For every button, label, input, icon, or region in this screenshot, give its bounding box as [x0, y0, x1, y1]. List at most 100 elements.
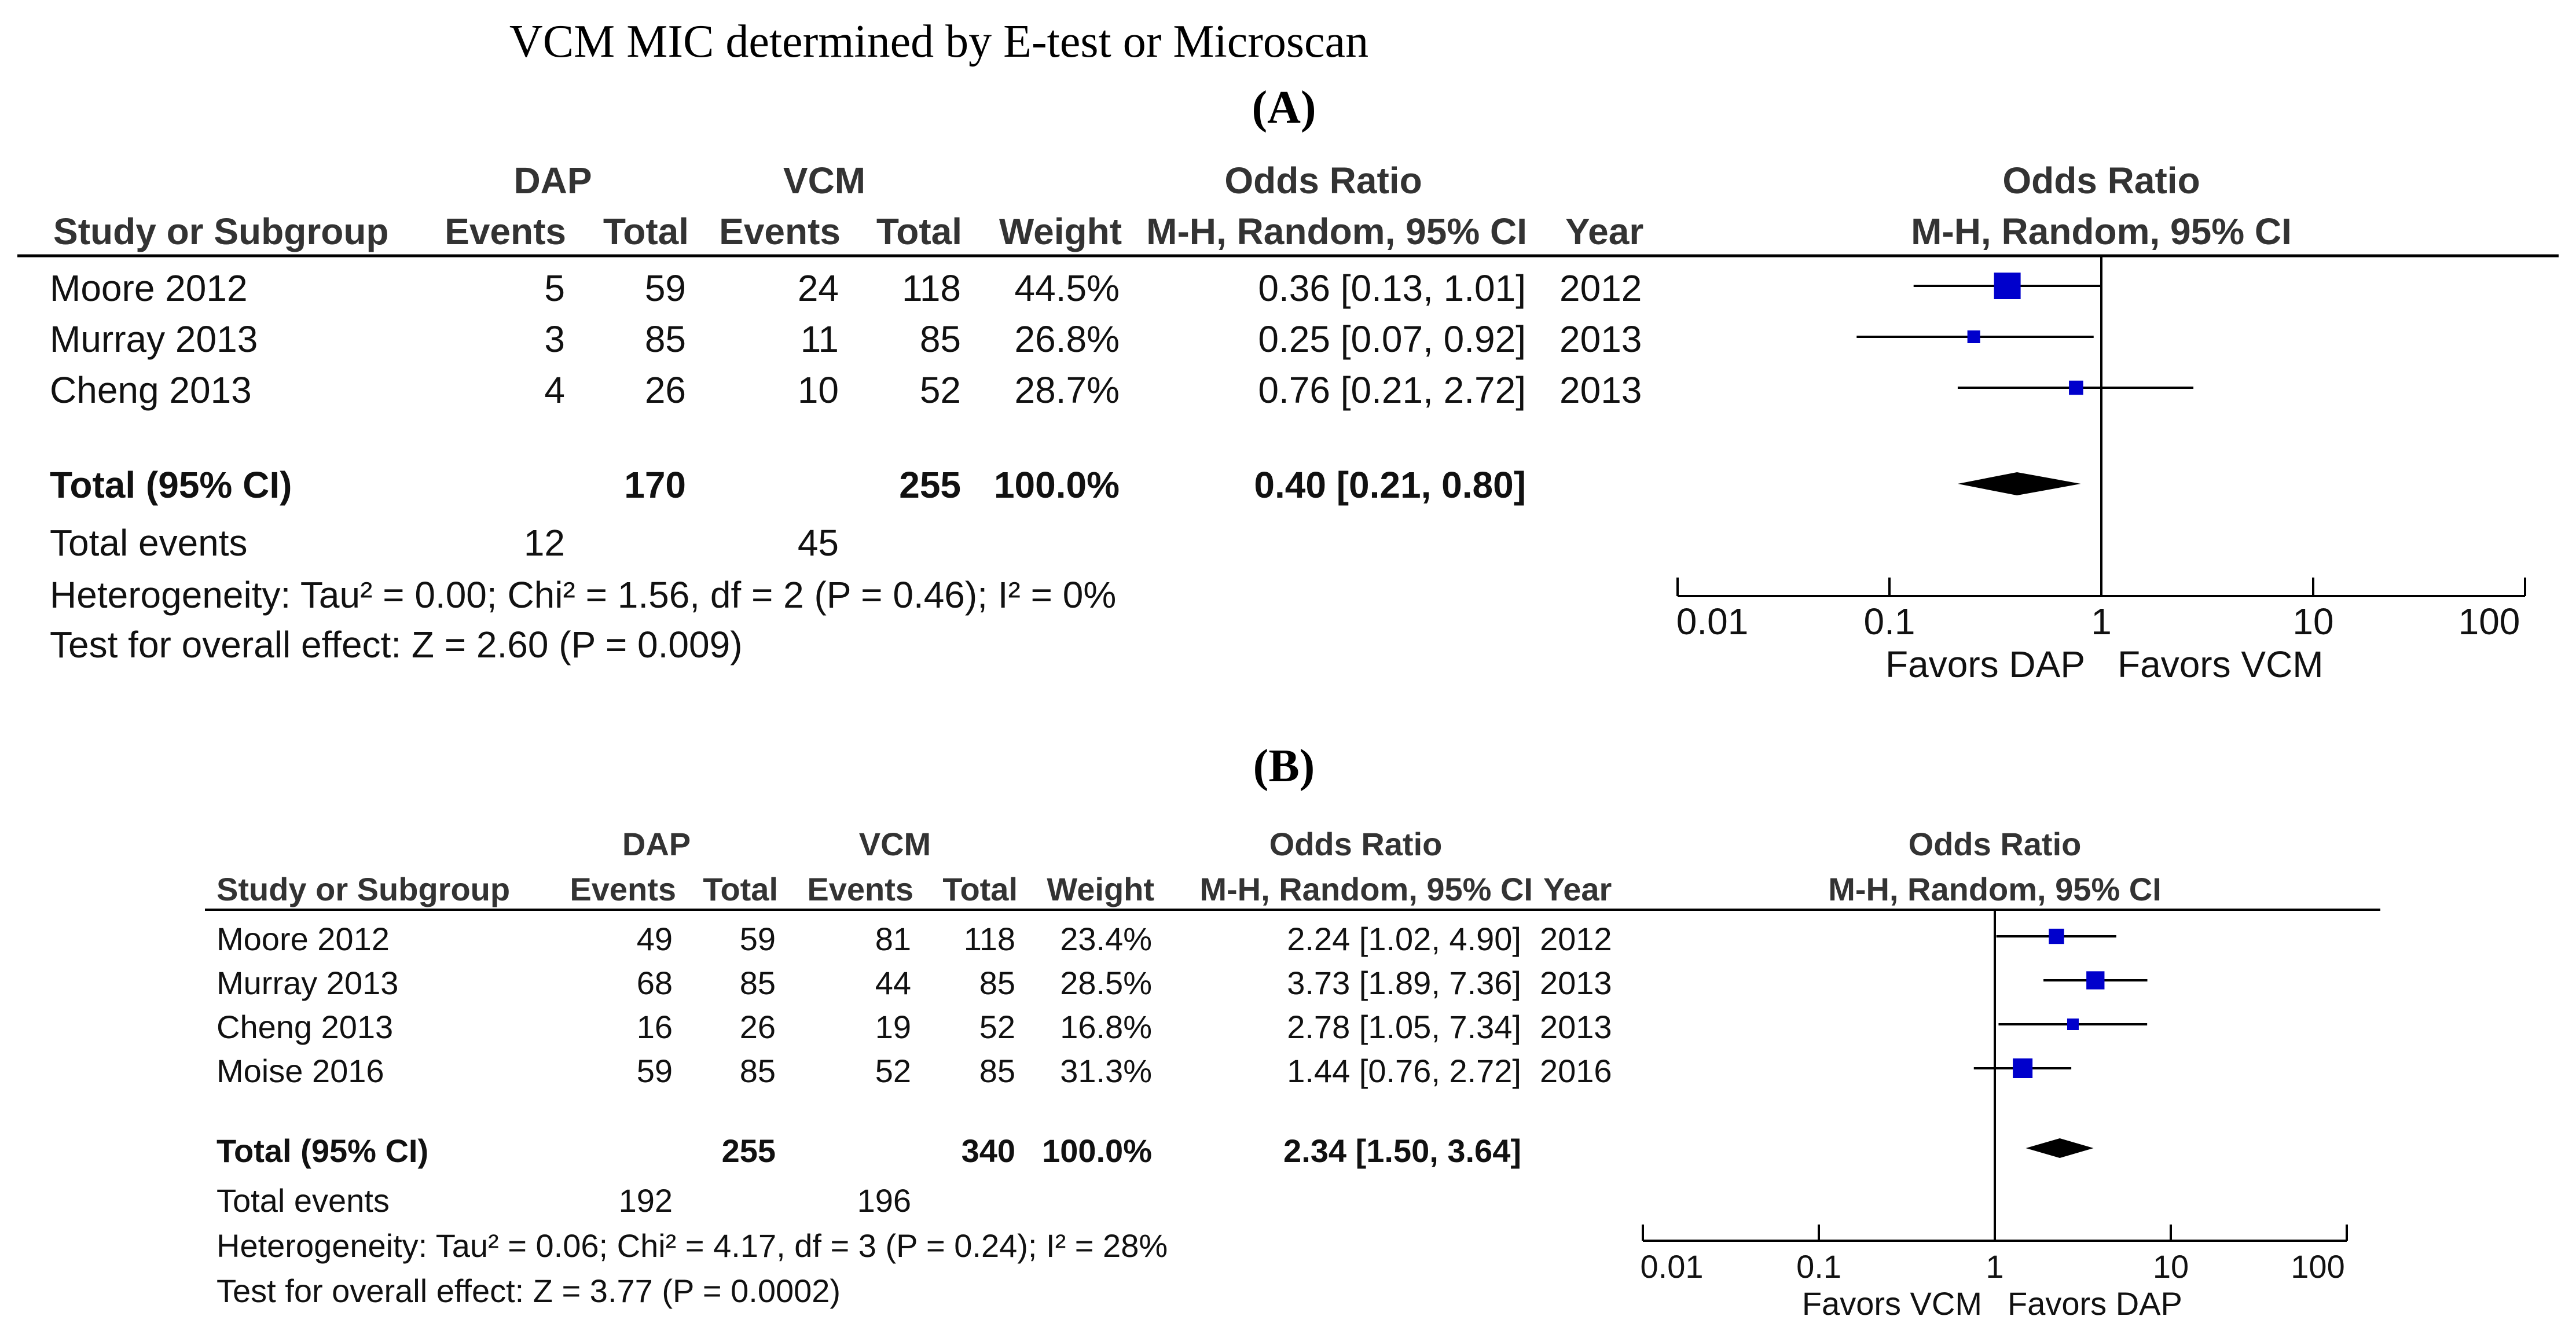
panel-a-col-year: Year — [1565, 211, 1643, 252]
dap-events: 3 — [544, 318, 565, 360]
or-ci: 2.24 [1.02, 4.90] — [1287, 921, 1521, 957]
panel-b-col-vcm-events: Events — [807, 871, 913, 907]
total-or-ci: 2.34 [1.50, 3.64] — [1283, 1133, 1521, 1169]
weight: 28.5% — [1060, 965, 1152, 1001]
dap-events: 68 — [637, 965, 673, 1001]
dap-events: 49 — [637, 921, 673, 957]
total-events-vcm: 45 — [798, 522, 839, 564]
total-events-label: Total events — [50, 522, 248, 564]
panel-a-col-dap-events: Events — [445, 211, 566, 252]
panel-b-col-dap-total: Total — [703, 871, 778, 907]
panel-a-study-row: Moore 2012 5 59 24 118 44.5% 0.36 [0.13,… — [50, 267, 1642, 309]
panel-a-col-dap-total: Total — [603, 211, 689, 252]
effect-marker — [2069, 380, 2083, 395]
tick-label: 0.1 — [1796, 1248, 1841, 1285]
total-weight: 100.0% — [1042, 1133, 1152, 1169]
effect-marker — [2086, 971, 2105, 990]
year: 2013 — [1540, 965, 1612, 1001]
panel-a-study-row: Cheng 2013 4 26 10 52 28.7% 0.76 [0.21, … — [50, 369, 1642, 411]
vcm-total: 85 — [979, 1053, 1015, 1089]
vcm-events: 19 — [875, 1009, 911, 1045]
vcm-total: 118 — [902, 267, 961, 309]
panel-b-heterogeneity: Heterogeneity: Tau² = 0.06; Chi² = 4.17,… — [216, 1227, 1168, 1264]
pooled-diamond — [1957, 472, 2081, 495]
or-ci: 0.25 [0.07, 0.92] — [1258, 318, 1526, 360]
total-or-ci: 0.40 [0.21, 0.80] — [1254, 464, 1526, 506]
panel-b-col-weight: Weight — [1047, 871, 1154, 907]
panel-a-vcm-header: VCM — [783, 160, 865, 201]
tick-label: 1 — [1986, 1248, 2003, 1285]
dap-total: 85 — [645, 318, 686, 360]
total-events-dap: 192 — [619, 1182, 673, 1219]
weight: 44.5% — [1015, 267, 1120, 309]
panel-a-total-row: Total (95% CI) 170 255 100.0% 0.40 [0.21… — [50, 464, 1526, 506]
dap-total: 26 — [645, 369, 686, 411]
panel-b-col-or-method: M-H, Random, 95% CI — [1199, 871, 1533, 907]
or-ci: 0.36 [0.13, 1.01] — [1258, 267, 1526, 309]
panel-b-plot-or-header: Odds Ratio — [1909, 826, 2082, 862]
study-name: Cheng 2013 — [50, 369, 252, 411]
total-events-label: Total events — [216, 1182, 390, 1219]
study-name: Moore 2012 — [216, 921, 390, 957]
study-name: Murray 2013 — [50, 318, 258, 360]
panel-b-dap-header: DAP — [622, 826, 691, 862]
panel-b-study-row: Murray 2013 68 85 44 85 28.5% 3.73 [1.89… — [216, 965, 1612, 1001]
dap-events: 4 — [544, 369, 565, 411]
weight: 31.3% — [1060, 1053, 1152, 1089]
tick-label: 0.01 — [1676, 601, 1749, 642]
weight: 23.4% — [1060, 921, 1152, 957]
study-name: Cheng 2013 — [216, 1009, 393, 1045]
panel-b-study-row: Moore 2012 49 59 81 118 23.4% 2.24 [1.02… — [216, 921, 1612, 957]
dap-total: 59 — [740, 921, 776, 957]
year: 2012 — [1540, 921, 1612, 957]
or-ci: 1.44 [0.76, 2.72] — [1287, 1053, 1521, 1089]
study-name: Moore 2012 — [50, 267, 248, 309]
study-name: Murray 2013 — [216, 965, 398, 1001]
dap-total: 26 — [740, 1009, 776, 1045]
panel-b-forest-plot: 0.01 0.1 1 10 100 Favors VCM Favors DAP — [1641, 910, 2348, 1322]
year: 2012 — [1559, 267, 1642, 309]
panel-a-col-or-method: M-H, Random, 95% CI — [1146, 211, 1527, 252]
panel-a-dap-header: DAP — [513, 160, 592, 201]
panel-a-heterogeneity: Heterogeneity: Tau² = 0.00; Chi² = 1.56,… — [50, 574, 1116, 616]
panel-b-col-vcm-total: Total — [942, 871, 1018, 907]
dap-events: 16 — [637, 1009, 673, 1045]
panel-a-overall-effect: Test for overall effect: Z = 2.60 (P = 0… — [50, 624, 743, 666]
favors-right-label: Favors VCM — [2118, 644, 2324, 685]
year: 2013 — [1540, 1009, 1612, 1045]
panel-a: (A) DAP VCM Odds Ratio Odds Ratio Study … — [17, 82, 2559, 685]
tick-label: 0.1 — [1864, 601, 1916, 642]
panel-a-col-plot-method: M-H, Random, 95% CI — [1911, 211, 2292, 252]
total-events-dap: 12 — [524, 522, 565, 564]
panel-a-col-vcm-total: Total — [876, 211, 962, 252]
vcm-total: 118 — [964, 921, 1015, 957]
panel-a-col-weight: Weight — [999, 211, 1122, 252]
tick-label: 0.01 — [1641, 1248, 1704, 1285]
effect-marker — [1994, 273, 2021, 299]
effect-marker — [1967, 330, 1980, 343]
panel-a-or-header: Odds Ratio — [1224, 160, 1422, 201]
panel-a-col-study: Study or Subgroup — [53, 211, 389, 252]
dap-total: 59 — [645, 267, 686, 309]
panel-a-col-vcm-events: Events — [719, 211, 841, 252]
vcm-events: 52 — [875, 1053, 911, 1089]
favors-left-label: Favors DAP — [1885, 644, 2085, 685]
tick-label: 1 — [2091, 601, 2112, 642]
panel-b-study-row: Cheng 2013 16 26 19 52 16.8% 2.78 [1.05,… — [216, 1009, 1612, 1045]
favors-right-label: Favors DAP — [2008, 1285, 2182, 1322]
vcm-events: 44 — [875, 965, 911, 1001]
vcm-total: 52 — [979, 1009, 1015, 1045]
vcm-events: 11 — [801, 318, 839, 360]
effect-marker — [2067, 1019, 2079, 1030]
tick-label: 100 — [2291, 1248, 2344, 1285]
figure-title: VCM MIC determined by E-test or Microsca… — [509, 16, 1368, 67]
panel-b-col-dap-events: Events — [570, 871, 676, 907]
or-ci: 2.78 [1.05, 7.34] — [1287, 1009, 1521, 1045]
total-vcm-total: 255 — [899, 464, 961, 506]
or-ci: 3.73 [1.89, 7.36] — [1287, 965, 1521, 1001]
tick-label: 100 — [2458, 601, 2520, 642]
total-label: Total (95% CI) — [50, 464, 292, 506]
effect-marker — [2013, 1058, 2033, 1078]
dap-events: 59 — [637, 1053, 673, 1089]
